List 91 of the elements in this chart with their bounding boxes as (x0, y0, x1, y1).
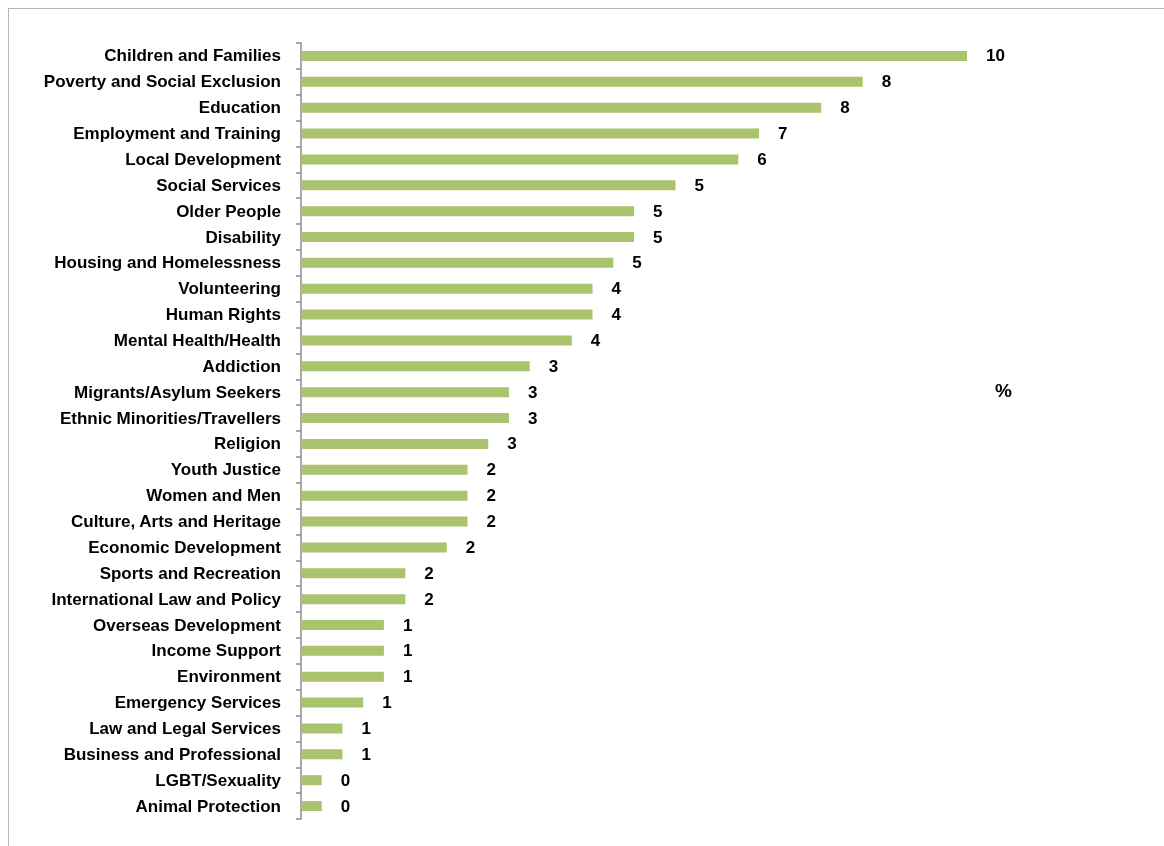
y-tick-label: Housing and Homelessness (54, 253, 281, 273)
bar (301, 542, 447, 553)
y-tick-label: International Law and Policy (51, 589, 282, 609)
bar (301, 180, 676, 191)
bar (301, 232, 634, 242)
data-label: 4 (590, 330, 601, 350)
data-label: 8 (840, 98, 850, 118)
data-label: 3 (527, 382, 538, 402)
data-label: 4 (611, 279, 622, 299)
bar (301, 257, 614, 268)
bar (301, 50, 967, 61)
data-label: 0 (340, 796, 351, 816)
data-label: 5 (653, 201, 663, 221)
y-tick-label: Human Rights (165, 305, 281, 325)
bar (301, 620, 384, 630)
bar (301, 361, 530, 372)
bar (301, 594, 406, 605)
bar (301, 128, 760, 139)
data-label: 6 (757, 149, 767, 169)
data-label: 0 (340, 770, 351, 790)
bar (301, 697, 364, 708)
bar (301, 438, 489, 449)
data-label: 1 (382, 693, 392, 713)
bar (301, 413, 509, 424)
data-label: 2 (486, 486, 496, 506)
y-tick-label: Women and Men (146, 486, 281, 506)
data-label: 4 (611, 305, 622, 325)
y-tick-label: Environment (177, 667, 282, 687)
data-label: 2 (486, 460, 496, 480)
bar (301, 335, 572, 346)
y-tick-label: Volunteering (178, 279, 281, 299)
y-tick-label: Older People (176, 201, 281, 221)
y-tick-label: Poverty and Social Exclusion (43, 72, 281, 92)
y-tick-label: Ethnic Minorities/Travellers (59, 408, 281, 428)
bar (301, 283, 593, 294)
data-label: 1 (402, 615, 413, 635)
data-label: 3 (527, 408, 538, 428)
bar (301, 749, 343, 760)
y-tick-label: Disability (205, 227, 282, 247)
y-tick-label: Sports and Recreation (99, 563, 281, 583)
y-tick-label: Income Support (151, 641, 282, 661)
bar (301, 206, 634, 217)
data-label: 8 (881, 72, 892, 92)
y-tick-label: Overseas Development (92, 615, 282, 635)
x-axis-title: % (995, 380, 1012, 401)
bar (301, 102, 822, 113)
y-tick-label: Economic Development (88, 537, 282, 557)
y-tick-label: Business and Professional (63, 744, 281, 764)
y-tick-label: Addiction (202, 356, 281, 376)
y-tick-label: Social Services (156, 175, 281, 195)
bar (301, 775, 322, 786)
bar (301, 723, 343, 734)
y-tick-label: Law and Legal Services (89, 718, 281, 738)
y-tick-label: Employment and Training (73, 124, 281, 144)
data-label: 2 (465, 537, 476, 557)
bar (301, 309, 593, 320)
y-tick-label: Local Development (125, 149, 282, 169)
y-tick-label: Youth Justice (170, 460, 281, 480)
data-label: 2 (486, 512, 496, 532)
data-label: 1 (402, 641, 413, 661)
bar (301, 568, 406, 579)
y-tick-label: Religion (213, 434, 281, 454)
data-label: 5 (694, 175, 704, 195)
y-tick-label: LGBT/Sexuality (155, 770, 282, 790)
bar (301, 516, 468, 527)
y-tick-label: Mental Health/Health (113, 330, 281, 350)
data-label: 5 (632, 253, 642, 273)
bar (301, 645, 384, 656)
bar (301, 76, 863, 87)
y-tick-label: Emergency Services (114, 693, 281, 713)
data-label: 5 (653, 227, 663, 247)
bar (301, 387, 509, 398)
bar (301, 154, 739, 165)
data-label: 2 (424, 563, 434, 583)
y-tick-label: Culture, Arts and Heritage (70, 512, 281, 532)
bar (301, 801, 322, 812)
data-label: 7 (778, 124, 788, 144)
data-label: 1 (361, 744, 371, 764)
bar (301, 490, 468, 501)
data-label: 3 (548, 356, 559, 376)
y-tick-label: Children and Families (104, 46, 281, 66)
data-label: 10 (986, 46, 1005, 66)
bar (301, 671, 384, 682)
data-label: 2 (424, 589, 434, 609)
y-tick-label: Animal Protection (135, 796, 281, 816)
bar (301, 464, 468, 475)
y-tick-label: Migrants/Asylum Seekers (74, 382, 281, 402)
data-label: 3 (507, 434, 517, 454)
data-label: 1 (402, 667, 413, 687)
y-tick-label: Education (198, 98, 281, 118)
data-label: 1 (361, 718, 371, 738)
